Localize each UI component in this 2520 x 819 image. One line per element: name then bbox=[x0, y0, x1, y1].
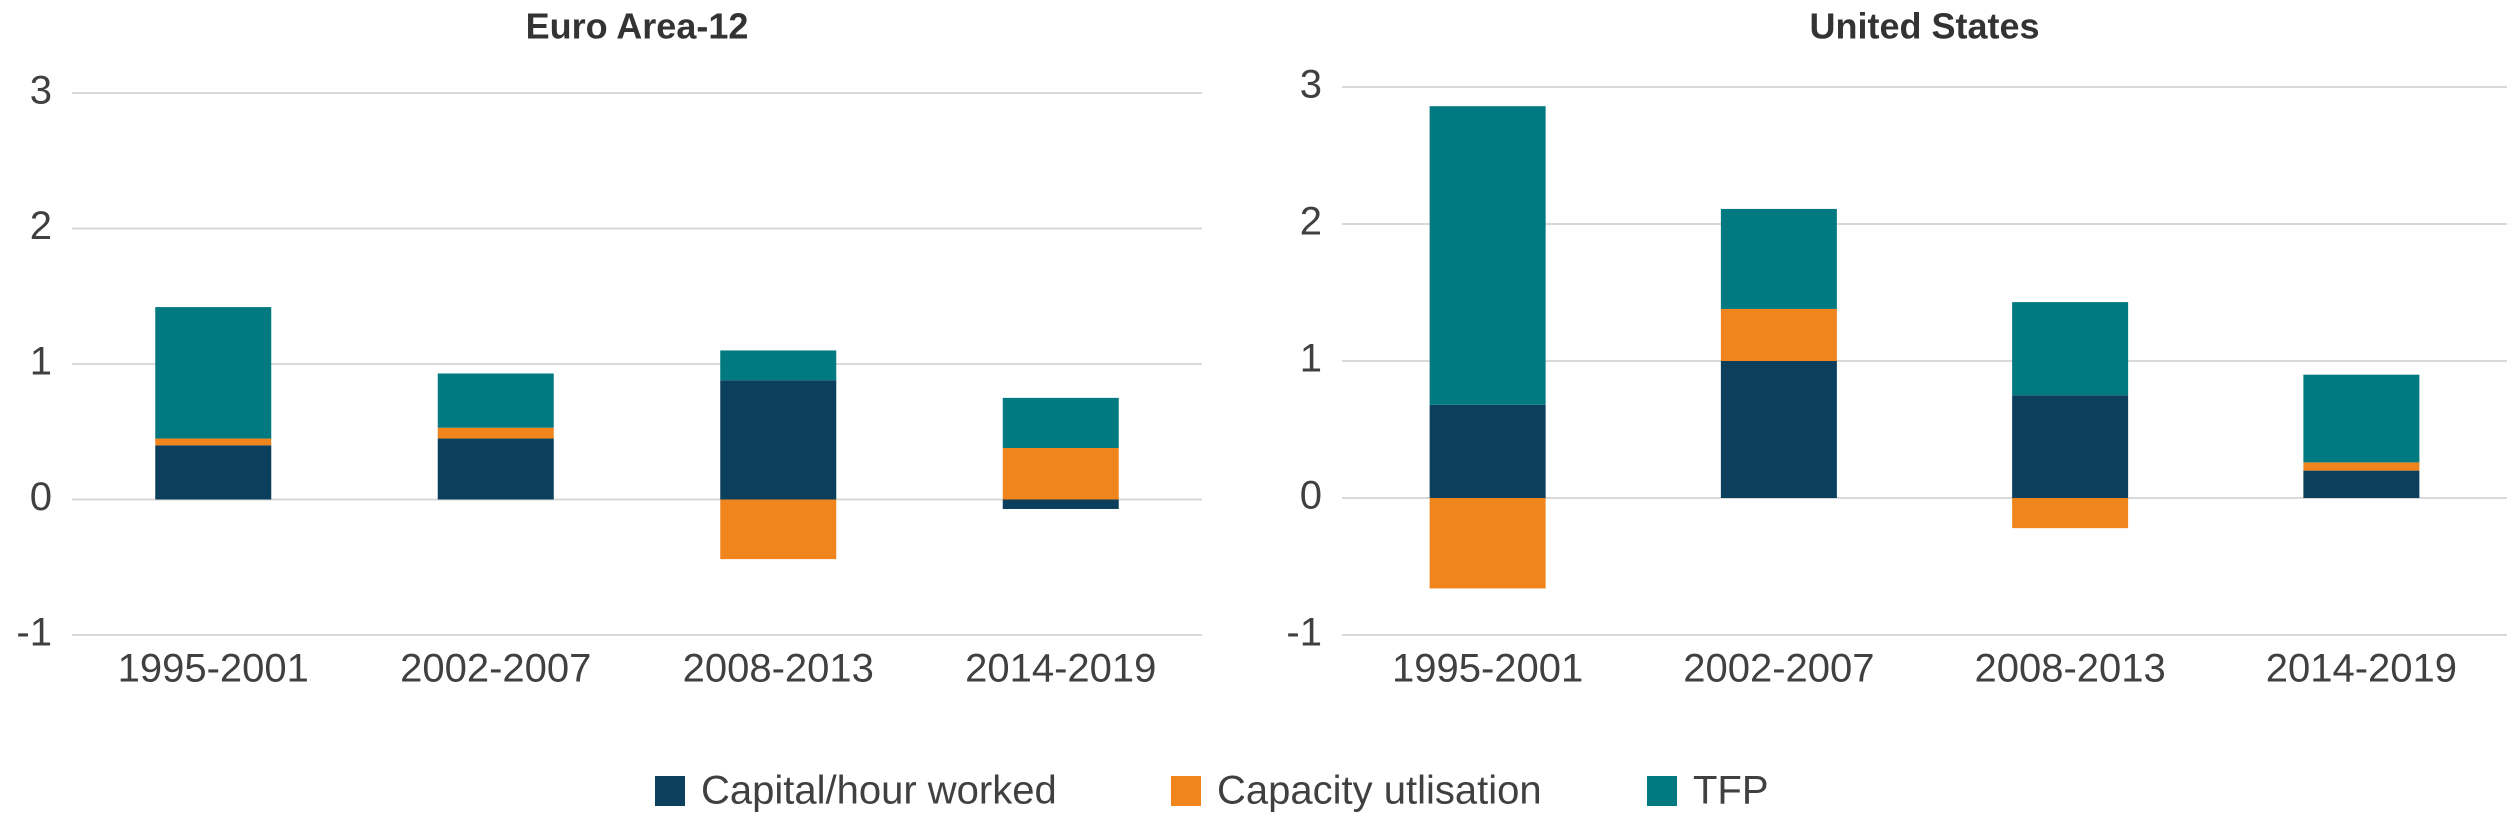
bar-segment bbox=[1429, 106, 1546, 405]
bar-segment bbox=[2012, 395, 2129, 498]
x-tick-label: 2002-2007 bbox=[400, 647, 591, 691]
x-tick-label: 1995-2001 bbox=[1392, 647, 1583, 691]
bar-segment bbox=[2303, 470, 2420, 498]
bar-segment bbox=[1720, 208, 1837, 309]
bar-segment bbox=[155, 438, 272, 446]
y-tick-label: -1 bbox=[1286, 611, 1322, 655]
bar-segment bbox=[1429, 498, 1546, 589]
bar-segment bbox=[720, 499, 837, 560]
y-tick-label: 1 bbox=[30, 340, 52, 384]
y-tick-label: 0 bbox=[1300, 474, 1322, 518]
bar-segment bbox=[1720, 308, 1837, 361]
bar-segment bbox=[1002, 499, 1119, 509]
bar-segment bbox=[437, 438, 554, 500]
y-tick-label: 2 bbox=[30, 204, 52, 248]
y-tick-label: 1 bbox=[1300, 337, 1322, 381]
legend-label: Capacity utlisation bbox=[1217, 769, 1542, 813]
y-tick-label: 3 bbox=[30, 69, 52, 113]
legend-label: TFP bbox=[1693, 769, 1769, 813]
y-tick-label: 2 bbox=[1300, 200, 1322, 244]
y-tick-label: -1 bbox=[16, 611, 52, 655]
y-tick-label: 0 bbox=[30, 475, 52, 519]
bar-segment bbox=[437, 427, 554, 439]
x-tick-label: 2014-2019 bbox=[965, 647, 1156, 691]
legend-swatch bbox=[655, 776, 685, 806]
x-tick-label: 1995-2001 bbox=[118, 647, 309, 691]
bar-segment bbox=[1002, 448, 1119, 500]
bar-segment bbox=[720, 350, 837, 381]
bar-segment bbox=[720, 380, 837, 500]
x-tick-label: 2008-2013 bbox=[1974, 647, 2165, 691]
legend-swatch bbox=[1647, 776, 1677, 806]
x-tick-label: 2002-2007 bbox=[1683, 647, 1874, 691]
legend-swatch bbox=[1171, 776, 1201, 806]
y-tick-label: 3 bbox=[1300, 63, 1322, 107]
x-tick-label: 2014-2019 bbox=[2266, 647, 2457, 691]
bar-segment bbox=[2012, 302, 2129, 396]
bar-segment bbox=[1002, 397, 1119, 449]
legend-label: Capital/hour worked bbox=[701, 769, 1057, 813]
bar-segment bbox=[2012, 498, 2129, 529]
bar-segment bbox=[1720, 361, 1837, 498]
bar-segment bbox=[155, 307, 272, 439]
chart-title: United States bbox=[1809, 6, 2039, 47]
bar-segment bbox=[1429, 404, 1546, 498]
x-tick-label: 2008-2013 bbox=[683, 647, 874, 691]
chart-title: Euro Area-12 bbox=[526, 6, 749, 47]
bar-segment bbox=[437, 373, 554, 428]
bar-segment bbox=[2303, 374, 2420, 463]
bar-segment bbox=[155, 445, 272, 500]
bar-segment bbox=[2303, 462, 2420, 471]
